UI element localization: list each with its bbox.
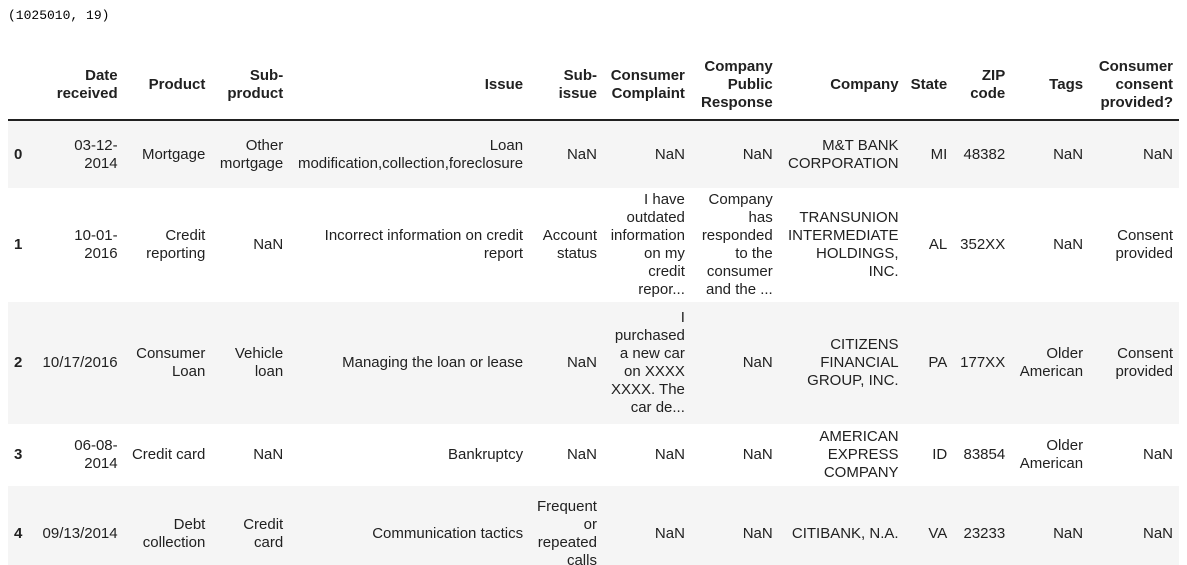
col-header-product: Product [123,50,212,121]
col-header-tags: Tags [1011,50,1090,121]
table-row: 0 03-12-2014 Mortgage Other mortgage Loa… [8,120,1179,188]
table-row: 2 10/17/2016 Consumer Loan Vehicle loan … [8,302,1179,424]
col-header-zip-code: ZIP code [953,50,1012,121]
table-row: 4 09/13/2014 Debt collection Credit card… [8,486,1179,565]
cell-zip-code: 48382 [963,145,1006,163]
cell-zip-code: 83854 [963,446,1006,463]
cell-company-public-response: NaN [742,145,773,163]
table-row: 3 06-08-2014 Credit card NaN Bankruptcy … [8,424,1179,486]
cell-consumer-consent: NaN [1142,525,1173,542]
cell-tags: NaN [1053,525,1084,542]
row-index: 1 [14,236,23,253]
cell-sub-product: NaN [253,236,284,253]
cell-tags: NaN [1053,145,1084,163]
col-header-sub-issue: Sub-issue [529,50,603,121]
dataframe-table: Date received Product Sub-product Issue … [8,50,1179,565]
cell-issue: Loan modification,collection,foreclosure [297,136,524,172]
cell-zip-code: 177XX [960,354,1006,371]
row-index: 3 [14,446,23,463]
cell-consumer-complaint: NaN [654,446,685,463]
cell-product: Debt collection [142,516,206,551]
row-index: 2 [14,354,23,371]
col-header-company: Company [778,50,905,121]
cell-company: M&T BANK CORPORATION [788,136,899,172]
cell-date-received: 03-12-2014 [74,136,118,172]
row-index: 0 [14,145,23,163]
cell-company: AMERICAN EXPRESS COMPANY [819,428,899,481]
cell-state: MI [930,145,948,163]
table-row: 1 10-01-2016 Credit reporting NaN Incorr… [8,188,1179,302]
col-header-consumer-consent: Consumer consent provided? [1089,50,1179,121]
cell-product: Credit card [131,446,206,463]
cell-zip-code: 352XX [960,236,1006,253]
cell-consumer-complaint: I purchased a new car on XXXX XXXX. The … [610,309,685,416]
cell-issue: Managing the loan or lease [342,354,524,371]
cell-consumer-consent: NaN [1142,145,1173,163]
cell-sub-product: Vehicle loan [234,345,284,380]
cell-product: Mortgage [141,145,206,163]
cell-state: AL [928,236,948,253]
cell-date-received: 09/13/2014 [42,525,118,542]
cell-sub-product: Other mortgage [219,136,284,172]
cell-sub-issue: Account status [542,227,597,262]
cell-sub-product: Credit card [243,516,284,551]
cell-tags: Older American [1019,437,1084,472]
cell-issue: Incorrect information on credit report [324,227,524,262]
cell-consumer-complaint: NaN [654,145,685,163]
cell-company: CITIBANK, N.A. [791,525,899,542]
col-header-state: State [904,50,954,121]
cell-date-received: 10-01-2016 [74,227,118,262]
cell-state: ID [932,446,948,463]
header-row: Date received Product Sub-product Issue … [8,50,1179,121]
cell-sub-product: NaN [253,446,284,463]
cell-sub-issue: Frequent or repeated calls [536,498,597,565]
cell-company-public-response: NaN [742,525,773,542]
col-header-date-received: Date received [35,50,124,121]
cell-company: TRANSUNION INTERMEDIATE HOLDINGS, INC. [788,209,899,280]
cell-company-public-response: NaN [742,354,773,371]
cell-company-public-response: NaN [742,446,773,463]
col-header-consumer-complaint: Consumer Complaint [602,50,691,121]
cell-date-received: 06-08-2014 [74,437,118,472]
cell-sub-issue: NaN [566,145,597,163]
col-header-company-public-response: Company Public Response [690,50,779,121]
cell-company-public-response: Company has responded to the consumer an… [701,191,773,298]
cell-consumer-complaint: NaN [654,525,685,542]
cell-state: PA [928,354,948,371]
cell-consumer-consent: NaN [1142,446,1173,463]
cell-state: VA [928,525,948,542]
cell-consumer-consent: Consent provided [1115,345,1173,380]
row-index: 4 [14,525,23,542]
cell-tags: Older American [1019,345,1084,380]
col-header-index [8,50,36,121]
cell-company: CITIZENS FINANCIAL GROUP, INC. [807,336,899,389]
cell-consumer-consent: Consent provided [1115,227,1173,262]
cell-consumer-complaint: I have outdated information on my credit… [610,191,685,298]
cell-product: Consumer Loan [136,345,206,380]
cell-date-received: 10/17/2016 [42,354,118,371]
col-header-sub-product: Sub-product [211,50,290,121]
cell-product: Credit reporting [146,227,206,262]
cell-issue: Bankruptcy [448,446,524,463]
cell-issue: Communication tactics [372,525,524,542]
cell-sub-issue: NaN [566,354,597,371]
col-header-issue: Issue [289,50,530,121]
cell-zip-code: 23233 [963,525,1006,542]
cell-sub-issue: NaN [566,446,597,463]
dataframe-shape-output: (1025010, 19) [8,8,110,23]
cell-tags: NaN [1053,236,1084,253]
